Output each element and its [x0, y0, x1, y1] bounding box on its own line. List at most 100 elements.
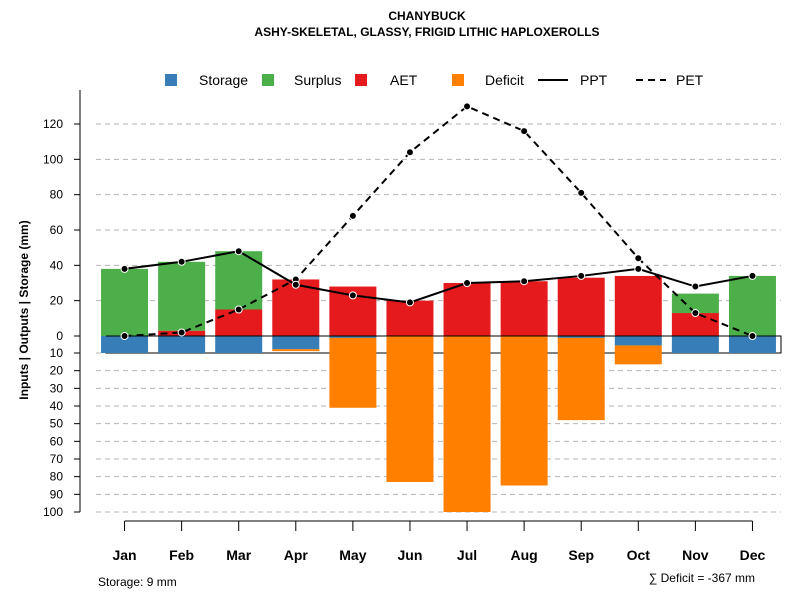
bar-surplus-jan	[101, 268, 149, 336]
point-pet-mar	[234, 305, 243, 314]
x-tick-label: Aug	[511, 547, 538, 563]
y-tick-label: 120	[43, 117, 63, 131]
point-ppt-oct	[634, 264, 643, 273]
axes: 0 20 40 60 80 100 120 10 20 30 40 50 60 70 80 90 100 Jan F…	[43, 90, 766, 563]
bar-storage-oct	[614, 336, 662, 346]
point-pet-aug	[520, 127, 529, 136]
point-ppt-apr	[291, 280, 300, 289]
line-ppt	[124, 250, 753, 304]
point-ppt-dec	[748, 271, 757, 280]
y-tick-label: 10	[50, 346, 64, 360]
gridlines	[96, 123, 781, 513]
bar-aet-jun	[386, 300, 434, 336]
x-tick-label: Mar	[226, 547, 251, 563]
bar-aet-apr	[272, 279, 320, 336]
y-tick-label: 60	[50, 434, 64, 448]
y-tick-label: 80	[50, 188, 64, 202]
x-tick-label: Sep	[568, 547, 594, 563]
bar-aet-jul	[443, 283, 491, 336]
x-tick-label: Jul	[457, 547, 477, 563]
legend-label-surplus: Surplus	[294, 72, 341, 88]
point-ppt-jul	[463, 279, 472, 287]
y-tick-label: 40	[50, 399, 64, 413]
bar-aet-mar	[215, 309, 263, 336]
point-ppt-nov	[691, 282, 700, 291]
y-tick-label: 20	[50, 364, 64, 378]
legend: Storage Surplus AET Deficit PPT PET	[165, 72, 704, 88]
bar-deficit-aug	[500, 336, 548, 486]
bar-deficit-jun	[386, 336, 434, 482]
bar-aet-aug	[500, 281, 548, 336]
legend-label-ppt: PPT	[580, 72, 608, 88]
legend-label-deficit: Deficit	[485, 72, 524, 88]
y-tick-label: 80	[50, 470, 64, 484]
x-tick-label: Apr	[284, 547, 309, 563]
legend-label-aet: AET	[390, 72, 418, 88]
bar-deficit-apr	[272, 349, 320, 352]
x-tick-label: Dec	[740, 547, 766, 563]
chart-title: CHANYBUCK	[388, 9, 466, 23]
legend-swatch-surplus	[262, 74, 274, 86]
bar-deficit-may	[329, 337, 377, 408]
x-tick-label: Nov	[682, 547, 709, 563]
bar-deficit-sep	[557, 337, 605, 421]
x-tick-label: Feb	[169, 547, 194, 563]
series-lines	[120, 102, 757, 340]
point-ppt-sep	[577, 271, 586, 280]
bar-surplus-dec	[728, 275, 776, 336]
bar-storage-dec	[728, 336, 776, 353]
deficit-note: ∑ Deficit = -367 mm	[649, 571, 755, 585]
point-pet-jul	[463, 102, 472, 111]
bar-storage-feb	[158, 336, 206, 353]
y-tick-label: 40	[50, 258, 64, 272]
point-ppt-may	[348, 291, 357, 300]
point-pet-may	[348, 211, 357, 220]
bar-deficit-jul	[443, 336, 491, 512]
point-ppt-jan	[120, 264, 129, 273]
y-tick-label: 60	[50, 223, 64, 237]
y-axis-label: Inputs | Outputs | Storage (mm)	[17, 220, 31, 399]
bar-storage-sep	[557, 336, 605, 338]
line-pet	[124, 105, 753, 337]
legend-swatch-aet	[355, 74, 367, 86]
storage-note: Storage: 9 mm	[98, 575, 177, 589]
bar-storage-jan	[101, 336, 149, 353]
point-pet-nov	[691, 309, 700, 318]
bar-surplus-nov	[671, 293, 719, 314]
x-tick-label: Jun	[398, 547, 423, 563]
chart-subtitle: ASHY-SKELETAL, GLASSY, FRIGID LITHIC HAP…	[254, 25, 599, 39]
y-tick-label: 0	[56, 329, 63, 343]
y-tick-label: 90	[50, 487, 64, 501]
y-tick-label: 50	[50, 417, 64, 431]
point-pet-oct	[634, 254, 643, 263]
y-tick-label: 70	[50, 452, 64, 466]
point-ppt-aug	[520, 277, 529, 286]
bar-aet-sep	[557, 277, 605, 336]
point-ppt-feb	[177, 257, 186, 266]
bar-surplus-feb	[158, 261, 206, 331]
bar-deficit-oct	[614, 345, 662, 365]
point-pet-feb	[177, 328, 186, 337]
x-tick-label: May	[339, 547, 366, 563]
y-tick-label: 100	[43, 152, 63, 166]
y-tick-label: 30	[50, 381, 64, 395]
point-ppt-mar	[234, 247, 243, 256]
bar-aet-nov	[671, 313, 719, 336]
bar-storage-apr	[272, 336, 320, 350]
bar-aet-oct	[614, 275, 662, 336]
x-tick-label: Oct	[627, 547, 651, 563]
y-tick-label: 20	[50, 294, 64, 308]
x-tick-label: Jan	[112, 547, 136, 563]
point-pet-dec	[748, 332, 757, 340]
legend-swatch-deficit	[452, 74, 464, 86]
bar-storage-nov	[671, 336, 719, 353]
point-pet-sep	[577, 188, 586, 197]
point-pet-jan	[120, 332, 129, 340]
point-pet-jun	[405, 148, 414, 157]
bar-storage-may	[329, 336, 377, 338]
bar-storage-mar	[215, 336, 263, 353]
bars	[101, 251, 782, 512]
legend-label-storage: Storage	[199, 72, 248, 88]
legend-swatch-storage	[165, 74, 177, 86]
